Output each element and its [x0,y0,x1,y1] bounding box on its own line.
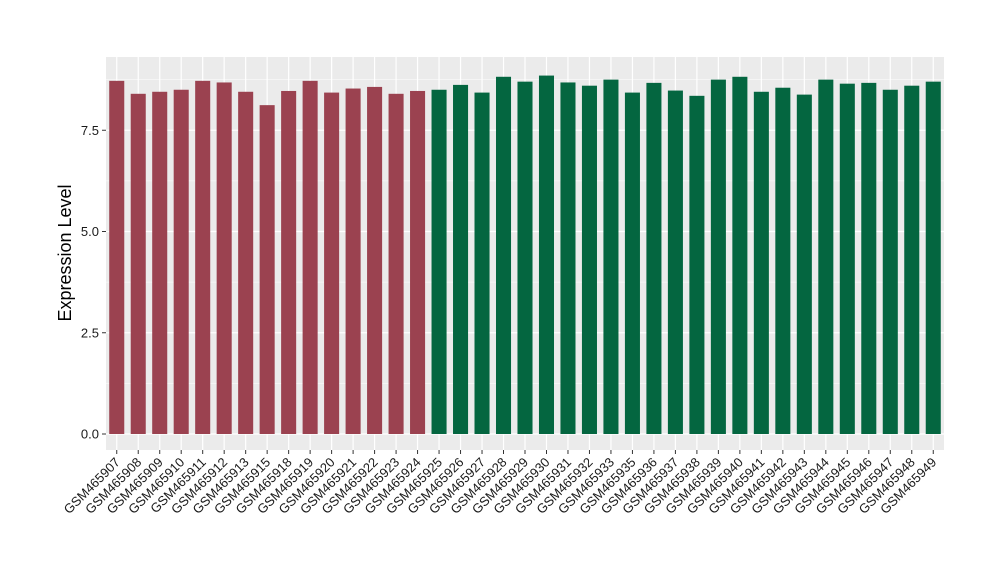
bar-GSM465931 [560,82,576,435]
bar-GSM465913 [238,91,254,435]
bar-GSM465942 [775,87,791,434]
bar-GSM465932 [581,85,597,434]
bar-GSM465935 [624,92,640,435]
bar-GSM465927 [474,92,490,435]
bar-GSM465936 [646,82,662,435]
bar-GSM465915 [259,105,275,434]
bar-GSM465918 [281,90,297,434]
bar-GSM465909 [152,91,168,435]
bar-GSM465923 [388,93,404,435]
y-tick-label: 2.5 [81,325,99,340]
bar-GSM465919 [302,80,318,434]
y-tick-label: 0.0 [81,427,99,442]
y-axis: 0.0 2.5 5.0 7.5 [81,123,106,442]
bar-GSM465928 [495,76,512,434]
bar-GSM465929 [517,81,533,435]
bar-GSM465930 [538,75,555,434]
bar-GSM465922 [367,86,383,434]
bar-GSM465939 [710,79,726,434]
bar-GSM465912 [216,82,232,435]
bar-GSM465920 [324,92,340,435]
bar-GSM465947 [882,89,898,434]
bar-GSM465949 [925,81,941,435]
bar-GSM465944 [818,79,834,434]
bar-GSM465910 [173,89,189,434]
bar-GSM465945 [839,83,855,435]
y-axis-title: Expression Level [55,184,75,321]
bar-GSM465911 [195,80,211,434]
bar-GSM465943 [796,94,812,435]
bar-GSM465941 [753,91,769,435]
bar-GSM465948 [904,85,920,434]
bar-GSM465908 [130,93,146,435]
y-tick-label: 5.0 [81,224,99,239]
bar-GSM465907 [109,80,125,434]
bar-GSM465926 [453,84,469,434]
bar-GSM465925 [431,89,447,434]
bar-GSM465938 [689,95,705,434]
bar-GSM465921 [345,88,361,434]
bar-GSM465946 [861,82,877,435]
bars [109,75,941,435]
bar-GSM465937 [667,90,683,434]
bar-GSM465940 [732,76,748,434]
bar-GSM465924 [410,90,426,434]
y-tick-label: 7.5 [81,123,99,138]
bar-GSM465933 [603,79,619,434]
x-axis: GSM465907GSM465908GSM465909GSM465910GSM4… [61,450,939,517]
